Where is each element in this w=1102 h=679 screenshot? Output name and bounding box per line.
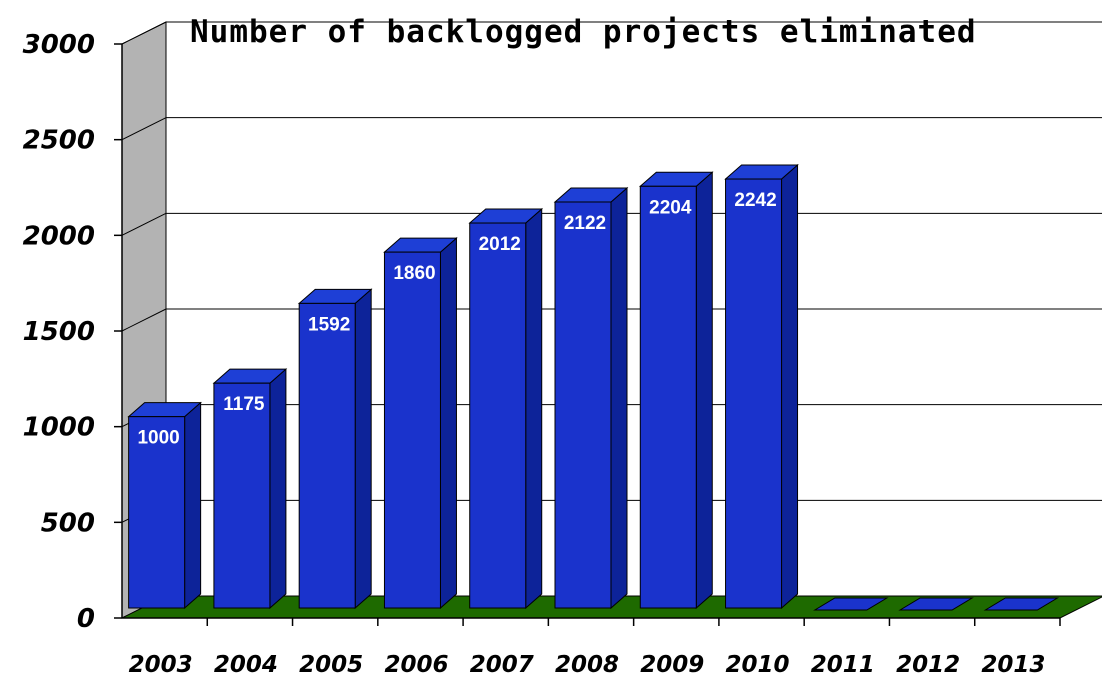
bar-front (725, 178, 783, 609)
gridline-side (121, 21, 167, 45)
bar: 1592 (297, 288, 373, 610)
bar: 1175 (212, 368, 288, 610)
bar-side (439, 237, 457, 610)
y-tick-label: 500 (41, 508, 95, 538)
bar-side (269, 368, 287, 610)
bar-side (525, 207, 543, 610)
bar-front (128, 416, 186, 609)
data-label: 2242 (734, 190, 776, 211)
data-label: 1000 (137, 428, 179, 449)
bar: 2012 (468, 207, 544, 610)
y-tick-label: 0 (77, 604, 95, 634)
data-label: 2012 (479, 234, 521, 255)
x-tick-label: 2006 (384, 652, 448, 678)
bar: 2204 (638, 171, 714, 610)
data-label: 1860 (393, 263, 435, 284)
bar: 1860 (383, 237, 458, 610)
bar: 2122 (553, 186, 629, 610)
bar: 1000 (127, 401, 202, 610)
y-tick-label: 2000 (23, 221, 95, 251)
x-tick-label: 2005 (299, 652, 363, 678)
bar-side (695, 171, 713, 610)
y-tick-label: 1500 (23, 317, 95, 347)
x-tick-label: 2012 (896, 652, 960, 678)
x-tick-label: 2003 (129, 652, 193, 678)
bar-side (610, 186, 628, 610)
x-tick-label: 2008 (555, 652, 619, 678)
bar-front (383, 251, 441, 609)
data-label: 2122 (564, 213, 606, 234)
bar-front (213, 382, 271, 609)
data-label: 2204 (649, 197, 692, 218)
data-label: 1175 (223, 394, 265, 415)
bar-front (469, 222, 527, 609)
bar-zero (898, 597, 974, 611)
x-axis-tick-labels: 2003 2004 2005 2006 2007 2008 2009 2010 2011 2012… (129, 652, 1046, 678)
x-tick-label: 2011 (811, 652, 875, 678)
bars: 1000 1175 1592 1860 2012 2122 2204 2242 (127, 163, 1060, 611)
bar (813, 597, 889, 611)
x-tick-label: 2004 (214, 652, 278, 678)
data-label: 1592 (308, 314, 350, 335)
gridline-side (121, 308, 167, 332)
bar-side (781, 163, 799, 610)
bar-front (298, 302, 356, 609)
y-axis-tick-labels: 0 500 1000 1500 2000 2500 3000 (23, 30, 95, 634)
bar (983, 597, 1060, 611)
chart-title: Number of backlogged projects eliminated (190, 14, 977, 50)
gridline-side (121, 212, 167, 236)
y-tick-label: 1000 (23, 413, 95, 443)
y-tick-label: 3000 (23, 30, 95, 60)
x-tick-label: 2007 (470, 652, 534, 678)
bar-front (639, 185, 697, 609)
bar-zero (983, 597, 1060, 611)
bar-side (184, 401, 202, 610)
gridline-side (121, 117, 167, 141)
axes (114, 43, 1061, 626)
y-tick-label: 2500 (23, 126, 95, 156)
x-tick-label: 2009 (640, 652, 704, 678)
bar (898, 597, 974, 611)
x-tick-label: 2013 (981, 652, 1045, 678)
bar-front (554, 201, 612, 609)
x-tick-label: 2010 (726, 652, 790, 678)
bar: 2242 (724, 163, 799, 610)
bar-zero (813, 597, 889, 611)
bar-side (354, 288, 372, 610)
